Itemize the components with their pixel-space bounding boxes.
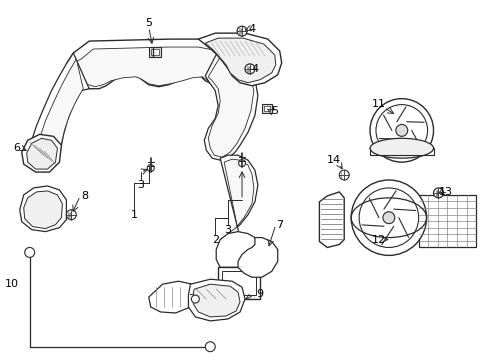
Polygon shape <box>27 138 57 169</box>
Ellipse shape <box>25 247 35 257</box>
Ellipse shape <box>66 210 76 220</box>
Bar <box>262 104 271 113</box>
Polygon shape <box>319 192 344 247</box>
Text: 12: 12 <box>371 234 385 244</box>
Text: 7: 7 <box>276 220 283 230</box>
Ellipse shape <box>369 99 433 162</box>
Ellipse shape <box>433 188 443 198</box>
Text: 5: 5 <box>145 18 152 28</box>
Text: 4: 4 <box>251 64 258 74</box>
Ellipse shape <box>191 295 199 303</box>
Text: 1: 1 <box>130 210 137 220</box>
Polygon shape <box>205 38 275 83</box>
Text: 3: 3 <box>137 180 144 190</box>
Polygon shape <box>220 155 257 271</box>
Text: 13: 13 <box>438 187 451 197</box>
Ellipse shape <box>339 170 348 180</box>
Text: 2: 2 <box>211 234 218 244</box>
Polygon shape <box>66 39 257 91</box>
Polygon shape <box>148 281 196 313</box>
Text: 11: 11 <box>371 99 385 109</box>
Text: 10: 10 <box>5 279 19 289</box>
Polygon shape <box>193 284 240 317</box>
Polygon shape <box>188 279 244 321</box>
Ellipse shape <box>237 26 246 36</box>
Text: 6: 6 <box>13 143 20 153</box>
Ellipse shape <box>350 180 426 255</box>
Bar <box>218 267 259 299</box>
Polygon shape <box>224 159 253 267</box>
Polygon shape <box>238 238 277 277</box>
Ellipse shape <box>382 212 394 224</box>
Polygon shape <box>73 47 245 87</box>
Polygon shape <box>38 59 83 162</box>
Ellipse shape <box>238 159 245 167</box>
Polygon shape <box>216 231 257 267</box>
Polygon shape <box>30 53 89 166</box>
Text: 4: 4 <box>248 24 255 34</box>
Polygon shape <box>208 47 253 157</box>
Polygon shape <box>21 134 61 172</box>
Ellipse shape <box>369 138 433 158</box>
Ellipse shape <box>395 125 407 136</box>
Ellipse shape <box>244 64 254 74</box>
Bar <box>150 49 158 55</box>
Ellipse shape <box>205 342 215 352</box>
Polygon shape <box>198 33 281 86</box>
Ellipse shape <box>147 165 154 172</box>
Text: 14: 14 <box>326 155 341 165</box>
Text: 9: 9 <box>256 289 263 299</box>
Polygon shape <box>204 43 257 160</box>
Bar <box>148 47 161 57</box>
Bar <box>418 195 475 247</box>
Text: 8: 8 <box>81 191 89 201</box>
Ellipse shape <box>358 188 418 247</box>
Bar <box>222 271 255 295</box>
Bar <box>264 105 269 111</box>
Polygon shape <box>20 186 66 231</box>
Text: 3: 3 <box>224 225 231 235</box>
Polygon shape <box>24 191 62 229</box>
Text: 5: 5 <box>271 105 278 116</box>
Ellipse shape <box>375 105 427 156</box>
